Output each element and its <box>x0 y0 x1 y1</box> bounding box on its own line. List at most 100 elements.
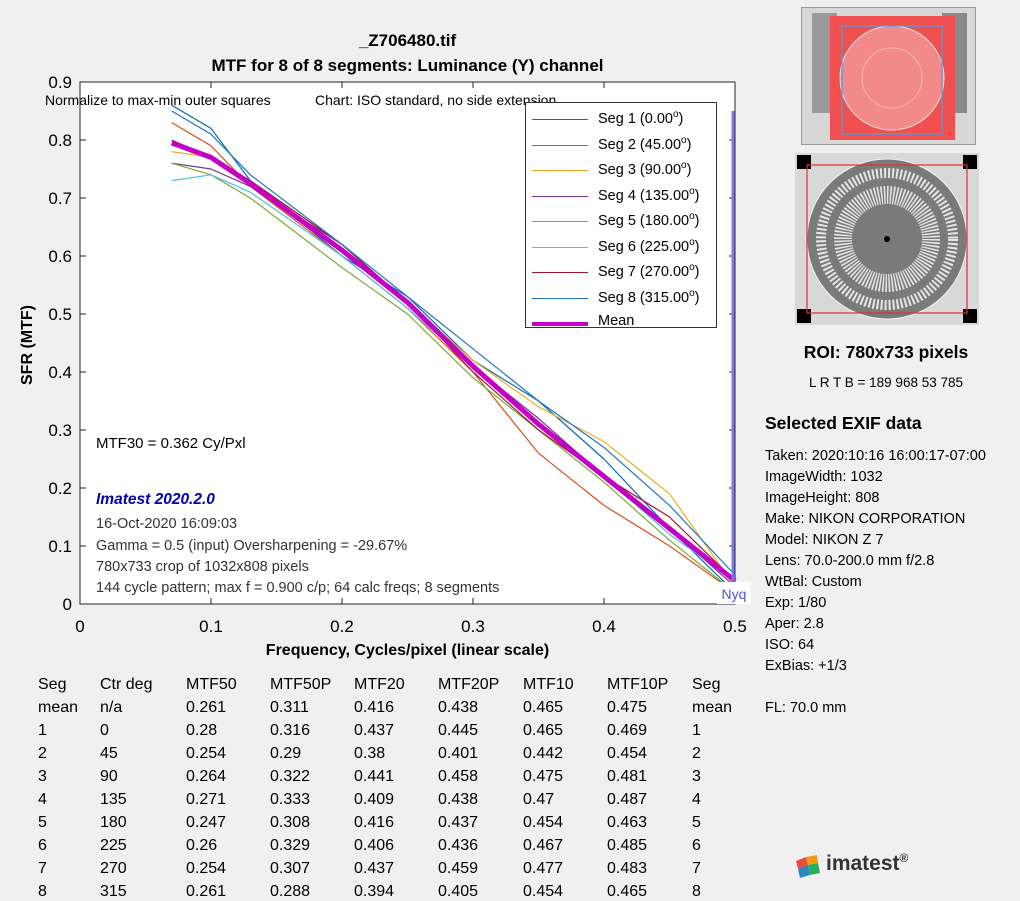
table-cell: 0.308 <box>270 814 311 831</box>
table-cell: 0.405 <box>438 883 479 900</box>
crop-note: 780x733 crop of 1032x808 pixels <box>96 559 309 575</box>
table-cell: 315 <box>100 883 127 900</box>
table-cell: 0.477 <box>523 860 564 877</box>
roi-bounds: L R T B = 189 968 53 785 <box>809 375 963 390</box>
y-tick-label: 0.1 <box>48 537 72 556</box>
table-cell: 0.247 <box>186 814 227 831</box>
imatest-version: Imatest 2020.2.0 <box>96 491 215 508</box>
chart-title: _Z706480.tif <box>358 31 457 50</box>
table-cell: 6 <box>38 837 47 854</box>
table-cell: 0.416 <box>354 699 395 716</box>
legend-swatch <box>532 195 588 197</box>
legend-item-1: Seg 1 (0.00o) <box>532 109 714 131</box>
table-header-cell: Seg <box>692 676 721 693</box>
table-header-cell: MTF20 <box>354 676 405 693</box>
legend: Seg 1 (0.00o) Seg 2 (45.00o) Seg 3 (90.00o… <box>525 102 717 329</box>
legend-label: Seg 3 (90.00o) <box>598 160 692 178</box>
exif-line: FL: 70.0 mm <box>765 700 847 716</box>
exif-line: WtBal: Custom <box>765 574 862 590</box>
table-cell: 0.481 <box>607 768 648 785</box>
table-cell: 0.311 <box>270 699 309 716</box>
table-header-cell: MTF50P <box>270 676 332 693</box>
table-cell: 0.485 <box>607 837 648 854</box>
table-cell: 4 <box>692 791 701 808</box>
table-cell: 135 <box>100 791 127 808</box>
table-cell: 1 <box>692 722 701 739</box>
table-cell: 5 <box>692 814 701 831</box>
table-cell: 0.322 <box>270 768 311 785</box>
table-cell: 0.458 <box>438 768 479 785</box>
table-cell: 180 <box>100 814 127 831</box>
logo-text: imatest® <box>826 851 909 875</box>
table-cell: 0.288 <box>270 883 311 900</box>
table-cell: 0.465 <box>523 699 564 716</box>
imatest-logo-icon <box>796 855 820 878</box>
exif-title: Selected EXIF data <box>765 413 922 433</box>
image-thumbnail-full <box>801 7 976 145</box>
y-tick-label: 0.6 <box>48 247 72 266</box>
series-line-9 <box>170 140 737 583</box>
roi-label: ROI: 780x733 pixels <box>803 342 969 362</box>
table-cell: 0 <box>100 722 109 739</box>
table-cell: 0.28 <box>186 722 218 739</box>
x-tick-label: 0.2 <box>330 617 354 636</box>
y-tick-label: 0.4 <box>48 363 72 382</box>
legend-swatch <box>532 246 588 248</box>
table-cell: 0.437 <box>354 722 395 739</box>
table-header-cell: MTF50 <box>186 676 237 693</box>
table-cell: 0.254 <box>186 860 227 877</box>
exif-line: ISO: 64 <box>765 637 815 653</box>
y-tick-label: 0.3 <box>48 421 72 440</box>
exif-line: ImageWidth: 1032 <box>765 469 883 485</box>
table-cell: 0.406 <box>354 837 395 854</box>
table-cell: 0.438 <box>438 699 479 716</box>
legend-label: Seg 6 (225.00o) <box>598 236 700 255</box>
mtf30-label: MTF30 = 0.362 Cy/Pxl <box>96 435 246 452</box>
table-cell: 8 <box>38 883 47 900</box>
legend-label: Seg 4 (135.00o) <box>598 185 700 204</box>
exif-line: Model: NIKON Z 7 <box>765 532 884 548</box>
table-cell: 0.437 <box>354 860 395 877</box>
legend-item-3: Seg 3 (90.00o) <box>532 160 714 182</box>
table-cell: 90 <box>100 768 118 785</box>
pattern-note: 144 cycle pattern; max f = 0.900 c/p; 64… <box>96 580 500 596</box>
table-cell: 0.441 <box>354 768 395 785</box>
y-tick-label: 0.8 <box>48 131 72 150</box>
exif-line: ImageHeight: 808 <box>765 490 880 506</box>
table-cell: 0.271 <box>186 791 227 808</box>
x-tick-label: 0.3 <box>461 617 485 636</box>
table-cell: 0.445 <box>438 722 479 739</box>
series-line-2 <box>171 122 736 593</box>
legend-swatch <box>532 297 588 299</box>
normalize-note: Normalize to max-min outer squares <box>45 92 271 108</box>
y-tick-label: 0 <box>63 595 72 614</box>
table-cell: 0.475 <box>607 699 648 716</box>
table-cell: 0.454 <box>523 814 564 831</box>
table-cell: 1 <box>38 722 47 739</box>
legend-swatch <box>532 221 588 222</box>
table-cell: 0.254 <box>186 745 227 762</box>
table-cell: mean <box>692 699 733 716</box>
table-cell: 0.26 <box>186 837 218 854</box>
legend-item-2: Seg 2 (45.00o) <box>532 135 714 157</box>
legend-swatch <box>532 272 588 273</box>
exif-line: Make: NIKON CORPORATION <box>765 511 966 527</box>
y-tick-label: 0.5 <box>48 305 72 324</box>
x-tick-label: 0.1 <box>199 617 223 636</box>
legend-swatch <box>532 119 588 120</box>
exif-line: Taken: 2020:10:16 16:00:17-07:00 <box>765 448 986 464</box>
gamma-note: Gamma = 0.5 (input) Oversharpening = -29… <box>96 538 408 554</box>
table-cell: 0.38 <box>354 745 386 762</box>
table-cell: 0.467 <box>523 837 564 854</box>
legend-item-4: Seg 4 (135.00o) <box>532 186 714 208</box>
x-tick-label: 0 <box>75 617 84 636</box>
table-cell: 0.483 <box>607 860 648 877</box>
table-cell: 0.316 <box>270 722 311 739</box>
table-cell: 7 <box>692 860 701 877</box>
legend-label: Seg 1 (0.00o) <box>598 109 684 127</box>
chart-subtitle: MTF for 8 of 8 segments: Luminance (Y) c… <box>211 56 604 75</box>
exif-line: Lens: 70.0-200.0 mm f/2.8 <box>765 553 935 569</box>
table-cell: 0.465 <box>523 722 564 739</box>
y-tick-label: 0.2 <box>48 479 72 498</box>
run-date: 16-Oct-2020 16:09:03 <box>96 516 238 532</box>
